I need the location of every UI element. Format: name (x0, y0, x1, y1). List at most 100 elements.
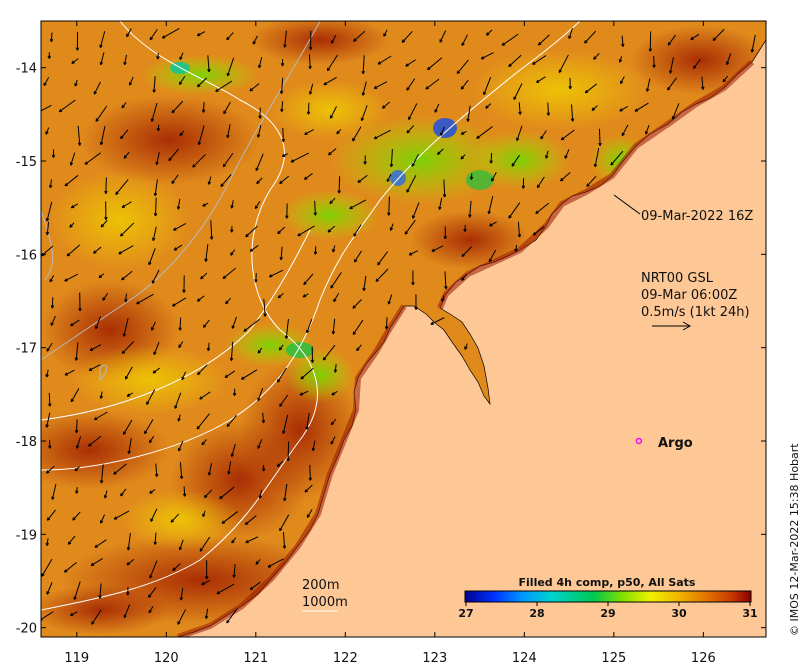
current-arrow (536, 176, 545, 189)
current-arrow (488, 249, 497, 263)
current-arrow (411, 202, 420, 219)
current-arrow (49, 275, 55, 283)
current-arrow (306, 318, 313, 334)
current-arrow (46, 342, 53, 352)
current-arrow (430, 317, 445, 325)
current-arrow (126, 392, 133, 397)
current-arrow (100, 514, 105, 524)
current-arrow (299, 390, 309, 396)
plot-area (41, 21, 766, 637)
current-arrow (353, 30, 366, 42)
current-arrow (333, 292, 340, 303)
current-arrow (123, 151, 130, 159)
current-arrow (75, 487, 79, 494)
current-arrow (47, 52, 52, 59)
current-arrow (51, 149, 56, 158)
colorbar-tick-label: 29 (600, 607, 615, 620)
current-arrow (725, 53, 732, 65)
current-arrow (593, 52, 600, 60)
current-arrow (722, 75, 729, 83)
current-arrow (302, 293, 309, 298)
current-arrow (357, 174, 368, 183)
current-arrow (46, 509, 56, 521)
current-arrow (304, 129, 314, 135)
current-arrow (440, 126, 445, 136)
current-arrow (485, 103, 492, 109)
current-arrow (72, 511, 81, 521)
sst-timestamp: 09-Mar-2022 16Z (641, 209, 753, 224)
current-arrow (151, 321, 156, 331)
current-arrow (487, 196, 494, 215)
contour-1000m-label: 1000m (302, 595, 348, 610)
current-arrow (245, 225, 258, 238)
current-arrow (216, 583, 235, 595)
current-arrow (93, 81, 101, 95)
current-arrow (71, 58, 79, 64)
current-arrow (219, 486, 235, 500)
colorbar-tick-label: 31 (742, 607, 757, 620)
current-arrow (153, 532, 157, 545)
current-arrow (584, 83, 598, 94)
current-arrow (231, 537, 237, 544)
current-arrow (444, 271, 448, 290)
current-arrow (460, 130, 467, 135)
current-arrow (619, 105, 628, 112)
current-arrow (202, 319, 210, 328)
current-arrow (115, 179, 129, 195)
current-arrow (226, 32, 234, 41)
current-arrow (64, 273, 78, 282)
current-arrow (356, 344, 362, 352)
current-arrow (361, 81, 367, 96)
current-arrow (221, 511, 239, 524)
current-arrow (280, 59, 285, 67)
current-arrow (99, 31, 106, 48)
current-arrow (331, 34, 337, 44)
current-arrow (95, 105, 108, 122)
current-arrow (279, 175, 290, 185)
colorbar-tick-label: 30 (671, 607, 687, 620)
x-tick-label: 124 (512, 651, 537, 666)
current-arrow (126, 558, 135, 566)
current-arrow (98, 273, 105, 279)
current-arrow (104, 201, 108, 220)
current-arrow (103, 490, 108, 499)
current-arrow (171, 100, 184, 114)
current-product-label: NRT00 GSL (641, 271, 714, 286)
current-arrow (123, 604, 131, 619)
current-arrow (51, 483, 57, 500)
current-arrow (226, 608, 238, 624)
current-arrow (406, 175, 417, 193)
current-arrow (45, 201, 53, 222)
current-arrow (75, 32, 80, 51)
current-arrow (564, 149, 570, 159)
current-arrow (249, 581, 261, 590)
current-arrow (517, 221, 522, 238)
current-arrow (102, 292, 109, 301)
current-arrow (621, 35, 625, 47)
current-arrow (431, 245, 444, 252)
current-arrow (45, 127, 50, 135)
plot-frame (40, 20, 767, 638)
current-arrow (667, 34, 677, 46)
colorbar-gradient (464, 590, 752, 603)
current-arrow (245, 536, 259, 544)
current-arrow (182, 486, 187, 497)
current-arrow (121, 270, 133, 281)
current-arrow (514, 244, 518, 252)
current-arrow (387, 196, 391, 216)
current-arrow (98, 583, 102, 599)
current-arrow (411, 270, 415, 286)
current-arrow (328, 148, 337, 156)
current-arrow (121, 340, 135, 354)
current-arrow (41, 558, 53, 577)
current-arrow (204, 244, 209, 262)
current-arrow (258, 107, 262, 119)
current-arrow (377, 251, 389, 266)
current-arrow (439, 30, 447, 43)
current-arrow (148, 248, 156, 266)
current-arrow (93, 246, 102, 254)
current-arrow (120, 222, 135, 237)
current-arrow (268, 269, 284, 278)
current-arrow (177, 414, 181, 422)
current-arrow (127, 437, 132, 454)
